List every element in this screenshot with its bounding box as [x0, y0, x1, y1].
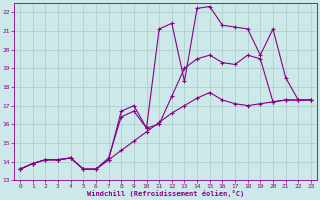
X-axis label: Windchill (Refroidissement éolien,°C): Windchill (Refroidissement éolien,°C)	[87, 190, 244, 197]
